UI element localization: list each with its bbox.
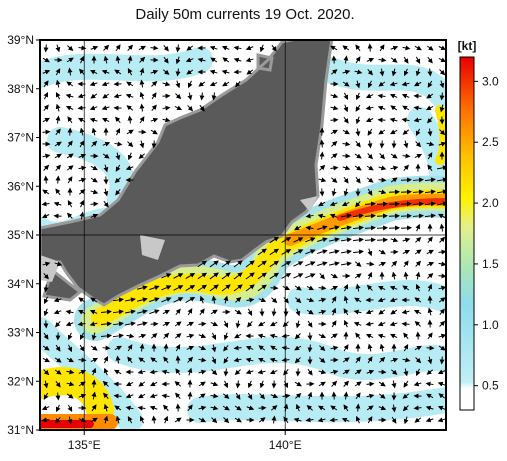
vector xyxy=(259,408,266,409)
vector xyxy=(334,393,335,400)
vector xyxy=(389,228,399,229)
colorbar xyxy=(460,57,474,410)
vector xyxy=(442,357,443,364)
vector xyxy=(401,216,411,217)
vector xyxy=(46,177,47,184)
vector xyxy=(58,177,59,184)
colorbar-tick-label: 2.0 xyxy=(482,196,499,210)
vector xyxy=(370,45,371,52)
vector xyxy=(377,228,387,229)
vector xyxy=(389,204,399,205)
colorbar-tick-label: 2.5 xyxy=(482,135,499,149)
lat-label: 31°N xyxy=(7,423,34,437)
vector xyxy=(377,216,387,217)
lon-label: 135°E xyxy=(68,438,101,452)
vector xyxy=(46,45,47,52)
vector xyxy=(379,120,386,121)
vector xyxy=(427,348,434,349)
vector xyxy=(46,285,47,292)
vector xyxy=(58,393,59,400)
vector xyxy=(178,357,179,364)
lon-label: 140°E xyxy=(269,438,302,452)
vector xyxy=(401,180,411,181)
vector xyxy=(403,324,410,325)
lat-label: 37°N xyxy=(7,131,34,145)
lat-label: 33°N xyxy=(7,326,34,340)
lat-label: 35°N xyxy=(7,228,34,242)
vector xyxy=(331,120,338,121)
vector xyxy=(377,204,387,205)
vector xyxy=(367,264,374,265)
vector xyxy=(103,348,110,349)
vector xyxy=(382,141,383,148)
vector xyxy=(389,192,399,193)
vector xyxy=(389,216,399,217)
vector xyxy=(91,204,98,205)
vector xyxy=(377,240,387,241)
lat-label: 36°N xyxy=(7,179,34,193)
vector xyxy=(401,228,411,229)
colorbar-tick-label: 1.5 xyxy=(482,257,499,271)
vector xyxy=(154,141,155,148)
lat-label: 39°N xyxy=(7,33,34,47)
vector xyxy=(70,129,71,136)
colorbar-tick-label: 0.5 xyxy=(482,379,499,393)
vector xyxy=(151,324,158,325)
vector xyxy=(430,297,431,304)
map-area xyxy=(40,38,447,430)
vector xyxy=(379,372,386,373)
colorbar-tick-label: 1.0 xyxy=(482,318,499,332)
lat-label: 34°N xyxy=(7,277,34,291)
vector xyxy=(94,381,95,388)
vector xyxy=(43,420,50,421)
colorbar-ticks: 0.5 1.0 1.5 2.0 2.5 3.0 xyxy=(474,74,499,392)
title: Daily 50m currents 19 Oct. 2020. xyxy=(135,6,354,23)
vector xyxy=(166,345,167,352)
colorbar-tick-label: 3.0 xyxy=(482,74,499,88)
lat-label: 32°N xyxy=(7,374,34,388)
vector xyxy=(401,192,411,193)
vector xyxy=(358,405,359,412)
lat-label: 38°N xyxy=(7,82,34,96)
vector xyxy=(298,369,299,376)
vector xyxy=(401,204,411,205)
colorbar-unit: [kt] xyxy=(458,39,477,53)
vector xyxy=(415,408,422,409)
vector xyxy=(379,180,386,181)
vector xyxy=(322,189,323,196)
